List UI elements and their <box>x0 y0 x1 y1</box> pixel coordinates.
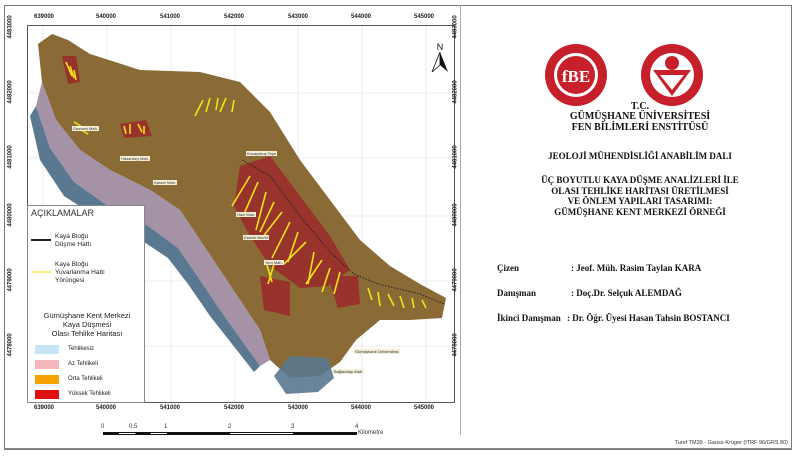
x-tick: 543000 <box>288 405 309 411</box>
y-tick: 4480000 <box>7 203 14 227</box>
y-tick: 4483000 <box>452 15 459 39</box>
x-tick: 540000 <box>96 14 117 20</box>
place-label: Eskidir Mevkii <box>243 235 270 240</box>
place-label: Hasanbey Mah. <box>120 156 151 161</box>
y-tick: 4482000 <box>452 80 459 104</box>
y-tick: 4481000 <box>452 145 459 169</box>
place-label: Dumanlı Mah. <box>72 126 99 131</box>
swatch-az <box>35 360 59 369</box>
x-tick: 545000 <box>414 405 435 411</box>
university-logo <box>641 44 703 106</box>
thesis-title-line: VE ÖNLEM YAPILARI TASARIMI: <box>567 196 713 206</box>
thesis-title-line: OLASI TEHLİKE HARİTASI ÜRETİLMESİ <box>551 185 729 196</box>
class-label: Yüksek Tehlikeli <box>68 391 111 397</box>
legend-item-fall-line: Kaya Bloğu Düşme Hattı <box>55 233 91 249</box>
x-tick: 639000 <box>34 405 55 411</box>
legend: AÇIKLAMALAR Kaya Bloğu Düşme Hattı Kaya B… <box>27 205 145 403</box>
x-tick: 542000 <box>224 405 245 411</box>
scale-bar-graphic <box>103 432 357 435</box>
urban-area <box>36 82 270 366</box>
rolling-line-swatch <box>31 271 51 273</box>
map-canvas[interactable] <box>28 26 455 403</box>
legend-label: Yuvarlanma Hattı <box>55 269 105 276</box>
thesis-title-line: ÜÇ BOYUTLU KAYA DÜŞME ANALİZLERİ İLE <box>541 175 739 185</box>
river-area <box>30 106 260 372</box>
campus-blue-area <box>274 356 334 394</box>
place-label: Karaer Mah. <box>153 180 178 185</box>
legend-item-rolling-line: Kaya Bloğu Yuvarlanma Hattı Yörüngesi <box>55 261 105 285</box>
scale-unit: Kilometre <box>358 430 384 436</box>
scale-label: 2 <box>228 424 232 430</box>
x-tick: 545000 <box>414 14 435 20</box>
y-tick: 4479000 <box>452 268 459 292</box>
y-tick: 4479000 <box>7 268 14 292</box>
swatch-yuksek <box>35 390 59 399</box>
x-tick: 639000 <box>34 14 55 20</box>
fall-line-swatch <box>31 239 51 241</box>
scale-label: 1 <box>164 424 168 430</box>
legend-label: Kaya Bloğu <box>55 261 89 268</box>
place-label: Hacı Mah. <box>236 212 257 217</box>
x-tick: 541000 <box>160 14 181 20</box>
place-label: Gümüşhane Üniversitesi <box>354 349 400 354</box>
x-tick: 541000 <box>160 405 181 411</box>
credit-name: : Jeof. Müh. Rasim Taylan KARA <box>571 263 702 273</box>
scale-bar: 0 0.5 1 2 3 4 Kilometre <box>100 424 420 444</box>
legend-label: Yörüngesi <box>55 277 85 284</box>
y-tick: 4478000 <box>452 333 459 357</box>
swatch-orta <box>35 375 59 384</box>
rolling-lines <box>65 61 427 309</box>
hazard-map-title: Gümüşhane Kent Merkezi Kaya Düşmesi Olası … <box>28 311 146 338</box>
hazard-title-line: Gümüşhane Kent Merkezi <box>43 311 131 320</box>
divider <box>4 448 792 449</box>
class-label: Az Tehlikeli <box>68 361 98 367</box>
legend-title: AÇIKLAMALAR <box>31 208 95 218</box>
y-tick: 4478000 <box>7 333 14 357</box>
fbe-logo: fBE <box>545 44 607 106</box>
thesis-title-line: GÜMÜŞHANE KENT MERKEZİ ÖRNEĞİ <box>554 206 726 217</box>
swatch-tehlikesiz <box>35 345 59 354</box>
hazard-title-line: Kaya Düşmesi <box>62 320 112 329</box>
legend-label: Kaya Bloğu <box>55 233 89 240</box>
projection-note: Turef TM39 - Gauss-Krüger (ITRF 96/GRS 8… <box>674 440 788 446</box>
x-tick: 542000 <box>224 14 245 20</box>
thesis-title: ÜÇ BOYUTLU KAYA DÜŞME ANALİZLERİ İLE OLA… <box>480 175 800 217</box>
sheet-border <box>4 5 792 450</box>
high-hazard-zones <box>62 56 360 316</box>
class-label: Tehlikesiz <box>68 346 95 352</box>
x-tick: 544000 <box>351 14 372 20</box>
credit-role: Çizen <box>497 263 519 273</box>
scale-label: 4 <box>355 424 359 430</box>
tc-label: T.C. <box>630 101 650 112</box>
credit-role: Danışman <box>497 288 537 298</box>
credit-name: : Doç.Dr. Selçuk ALEMDAĞ <box>571 288 682 298</box>
north-arrow: N <box>430 42 450 79</box>
class-label: Orta Tehlikeli <box>68 376 103 382</box>
hazard-title-line: Olası Tehlike Haritası <box>51 329 123 338</box>
north-label: N <box>436 42 444 52</box>
panel-divider <box>460 5 461 435</box>
place-label: Kocayokuş Tepe <box>246 151 278 156</box>
fall-line <box>241 159 445 305</box>
x-tick: 540000 <box>96 405 117 411</box>
institute-name: FEN BİLİMLERİ ENSTİTÜSÜ <box>571 122 709 133</box>
y-tick: 4480000 <box>452 203 459 227</box>
credit-name: : Dr. Öğr. Üyesi Hasan Tahsin BOSTANCI <box>567 313 730 323</box>
legend-label: Düşme Hattı <box>55 241 92 248</box>
y-tick: 4482000 <box>7 80 14 104</box>
university-name: GÜMÜŞHANE ÜNİVERSİTESİ <box>569 111 711 122</box>
y-tick: 4483000 <box>7 15 14 39</box>
north-arrow-icon <box>431 51 448 73</box>
department-name: JEOLOJİ MÜHENDİSLİĞİ ANABİLİM DALI <box>548 151 732 161</box>
place-label: Yeni Mah. <box>264 260 284 265</box>
scale-label: 0.5 <box>129 424 138 430</box>
credit-role: İkinci Danışman <box>497 313 561 323</box>
scale-label: 0 <box>101 424 105 430</box>
x-tick: 544000 <box>351 405 372 411</box>
svg-text:fBE: fBE <box>562 67 590 86</box>
scale-label: 3 <box>291 424 295 430</box>
place-label: Bağlarbaşı Mah. <box>333 369 365 374</box>
y-tick: 4481000 <box>7 145 14 169</box>
x-tick: 543000 <box>288 14 309 20</box>
